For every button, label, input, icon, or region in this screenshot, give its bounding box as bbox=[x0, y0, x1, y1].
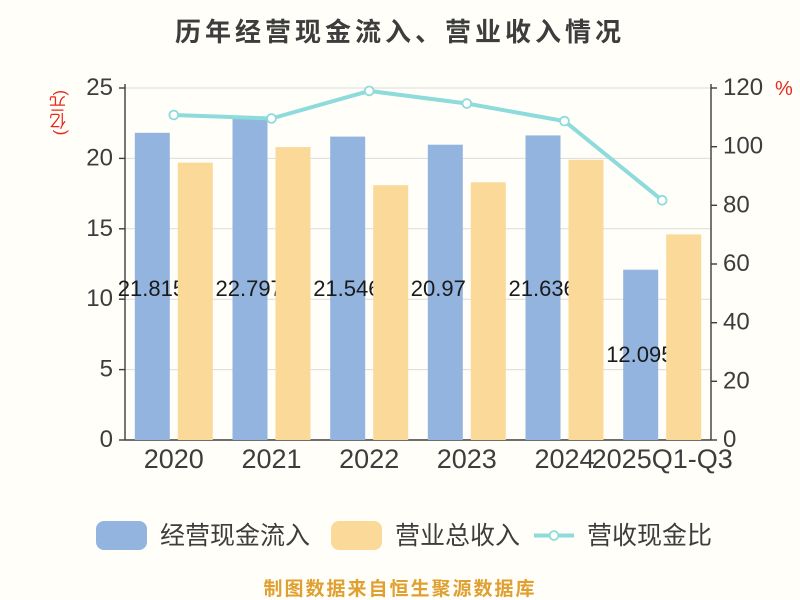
svg-text:2025Q1-Q3: 2025Q1-Q3 bbox=[592, 444, 733, 474]
svg-text:21.636: 21.636 bbox=[509, 276, 576, 301]
svg-text:10: 10 bbox=[86, 285, 113, 312]
svg-text:21.546: 21.546 bbox=[313, 276, 380, 301]
svg-text:12.095: 12.095 bbox=[606, 342, 673, 367]
svg-text:25: 25 bbox=[86, 74, 113, 101]
svg-text:120: 120 bbox=[723, 74, 763, 101]
svg-text:营业总收入: 营业总收入 bbox=[395, 522, 520, 550]
svg-text:21.815: 21.815 bbox=[118, 276, 185, 301]
svg-text:20: 20 bbox=[86, 144, 113, 171]
svg-text:100: 100 bbox=[723, 133, 763, 160]
svg-text:2022: 2022 bbox=[339, 444, 399, 474]
svg-text:2023: 2023 bbox=[437, 444, 497, 474]
svg-text:2021: 2021 bbox=[241, 444, 301, 474]
svg-text:40: 40 bbox=[723, 309, 750, 336]
svg-text:15: 15 bbox=[86, 215, 113, 242]
svg-text:20.97: 20.97 bbox=[411, 276, 466, 301]
svg-text:经营现金流入: 经营现金流入 bbox=[160, 522, 310, 550]
svg-text:2024: 2024 bbox=[534, 444, 594, 474]
svg-text:5: 5 bbox=[100, 356, 113, 383]
svg-text:营收现金比: 营收现金比 bbox=[587, 522, 712, 550]
svg-text:20: 20 bbox=[723, 367, 750, 394]
svg-text:60: 60 bbox=[723, 250, 750, 277]
svg-text:0: 0 bbox=[100, 426, 113, 453]
svg-text:2020: 2020 bbox=[144, 444, 204, 474]
svg-text:80: 80 bbox=[723, 191, 750, 218]
svg-text:22.797: 22.797 bbox=[216, 276, 283, 301]
